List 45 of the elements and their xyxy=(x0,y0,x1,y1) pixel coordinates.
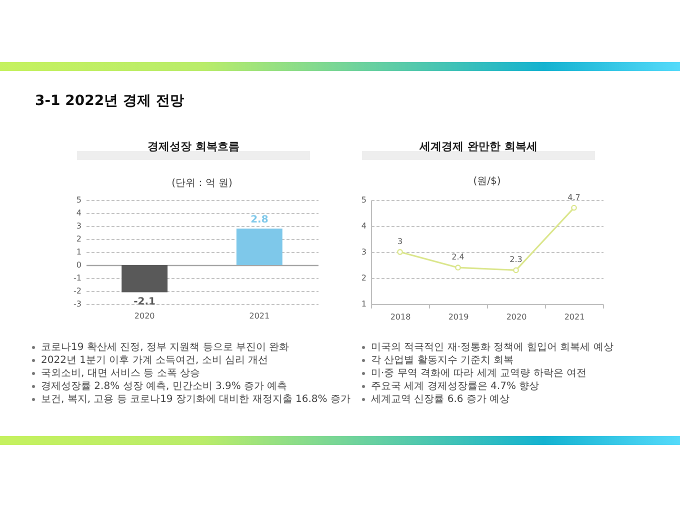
y-tick-label: -2 xyxy=(74,286,82,296)
chart-title: 세계경제 완만한 회복세 xyxy=(418,140,538,154)
x-tick-label: 2020 xyxy=(506,312,527,322)
text: 미국의 적극적인 재·정통화 정책에 힘입어 회복세 예상 xyxy=(371,341,614,354)
text: 보건, 복지, 고용 등 코로나19 장기화에 대비한 재정지출 16.8% 증가 xyxy=(41,393,350,406)
chart-subtitle: (단위 : 억 원) xyxy=(172,178,232,189)
text: 3-1 2022년 경제 전망 xyxy=(35,92,184,110)
data-label: 2.3 xyxy=(510,255,522,264)
y-tick-label: -1 xyxy=(74,274,82,282)
data-label: 2.4 xyxy=(452,252,464,262)
x-tick-label: 2021 xyxy=(564,312,585,322)
point xyxy=(513,267,519,274)
x-tick-label: 2018 xyxy=(390,312,411,322)
text: 코로나19 확산세 진정, 정부 지원책 등으로 부진이 완화 xyxy=(41,341,290,354)
y-tick-label: 3 xyxy=(361,248,366,256)
y-tick-label: 4 xyxy=(361,222,366,230)
y-tick-label: 5 xyxy=(361,196,366,204)
x-tick-label: 2020 xyxy=(134,312,155,320)
x-tick-label: 2021 xyxy=(249,312,270,320)
text: 미·중 무역 격화에 따라 세계 교역량 하락은 여전 xyxy=(371,367,586,380)
y-tick-label: 2 xyxy=(361,274,366,282)
y-tick-label: 1 xyxy=(76,248,82,256)
text: 경제성장률 2.8% 성장 예측, 민간소비 3.9% 증가 예측 xyxy=(41,380,288,393)
text: 각 산업별 활동지수 기준치 회복 xyxy=(371,354,514,367)
point xyxy=(397,249,403,255)
point xyxy=(571,204,577,211)
data-label: 2.8 xyxy=(250,214,268,226)
text: 주요국 세계 경제성장률은 4.7% 향상 xyxy=(371,380,540,393)
data-label: 4.7 xyxy=(568,192,580,202)
y-tick-label: 4 xyxy=(76,208,82,218)
y-tick-label: 2 xyxy=(76,234,82,244)
y-tick-label: 5 xyxy=(76,196,82,204)
point xyxy=(455,264,461,271)
chart-title: 경제성장 회복흐름 xyxy=(146,140,240,154)
chart-subtitle: (원/$) xyxy=(473,176,501,187)
data-label: 3 xyxy=(397,237,403,246)
text: 2022년 1분기 이후 가계 소득여건, 소비 심리 개선 xyxy=(41,354,268,367)
text: 국외소비, 대면 서비스 등 소폭 상승 xyxy=(41,367,200,380)
y-tick-label: 1 xyxy=(361,300,366,308)
y-tick-label: -3 xyxy=(74,300,82,308)
y-tick-label: 0 xyxy=(76,260,82,270)
text: 세계교역 신장률 6.6 증가 예상 xyxy=(371,393,510,406)
y-tick-label: 3 xyxy=(76,222,82,230)
data-label: -2.1 xyxy=(134,296,156,308)
x-tick-label: 2019 xyxy=(448,312,469,322)
